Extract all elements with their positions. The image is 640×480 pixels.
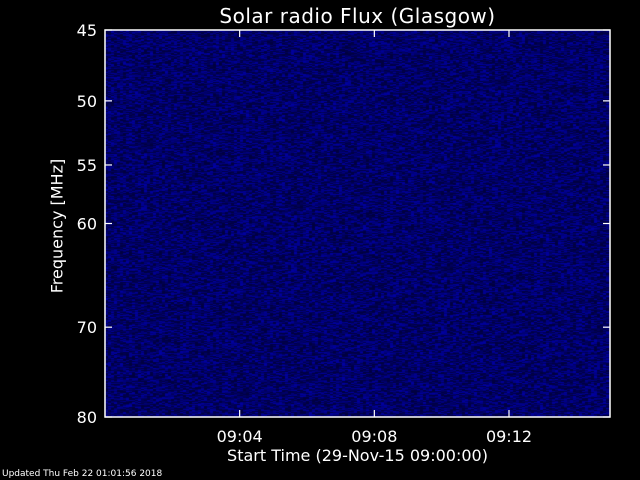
y-tick-label: 55: [77, 156, 97, 175]
chart-title: Solar radio Flux (Glasgow): [219, 4, 496, 28]
spectrogram-image: [105, 30, 610, 417]
x-axis-label: Start Time (29-Nov-15 09:00:00): [227, 446, 488, 465]
spectrogram-raster: [105, 30, 610, 417]
y-tick-label: 70: [77, 318, 97, 337]
x-tick-label: 09:08: [351, 427, 397, 446]
y-axis-label: Frequency [MHz]: [47, 158, 67, 294]
y-tick-label: 45: [77, 21, 97, 40]
y-tick-label: 60: [77, 215, 97, 234]
axis-ticks: 45 50 55 60 70 80 09:04 09:08 09:12: [77, 21, 610, 446]
y-tick-label: 80: [77, 408, 97, 427]
updated-timestamp: Updated Thu Feb 22 01:01:56 2018: [2, 469, 163, 479]
x-tick-label: 09:04: [217, 427, 263, 446]
y-tick-label: 50: [77, 92, 97, 111]
x-tick-label: 09:12: [486, 427, 532, 446]
